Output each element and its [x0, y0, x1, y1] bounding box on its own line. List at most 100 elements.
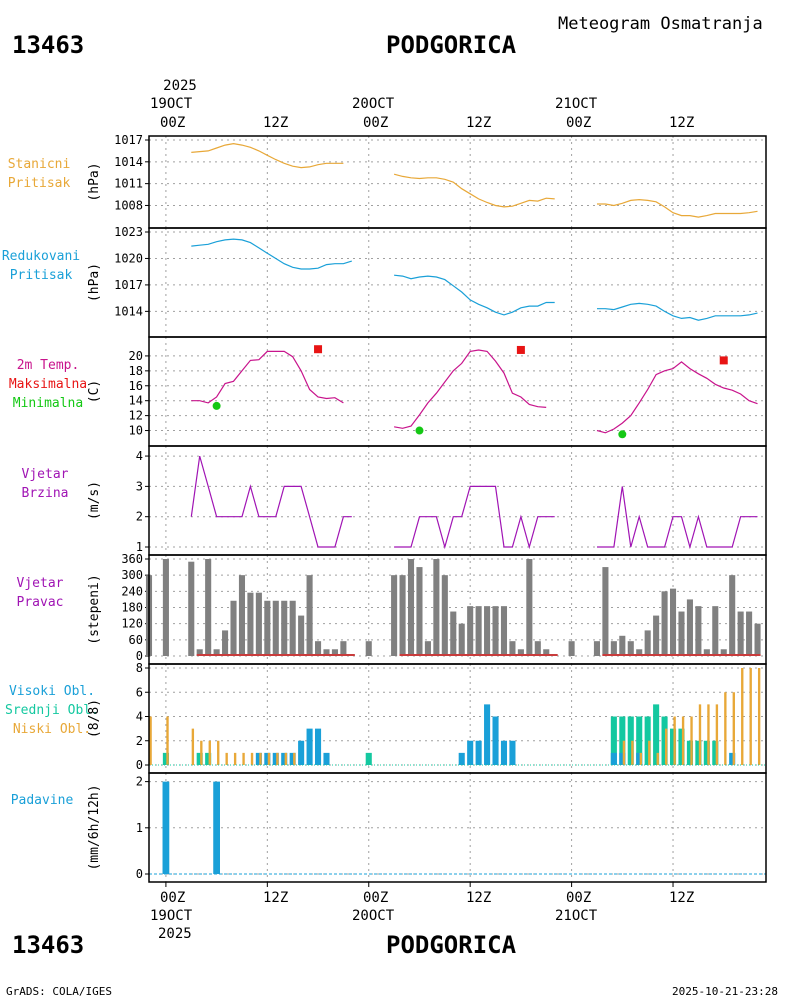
y-tick-label: 4 [136, 710, 143, 724]
low-cloud-bar [690, 716, 693, 765]
middle-cloud-bar [365, 752, 372, 765]
y-tick-label: 0 [136, 867, 143, 881]
bottom-hour-1: 12Z [263, 890, 289, 906]
low-cloud-bar [707, 704, 710, 765]
wind-direction-bar [543, 649, 550, 656]
top-hour-4: 00Z [566, 115, 592, 131]
wind-direction-bar [391, 575, 398, 656]
credit: GrADS: COLA/IGES [6, 985, 112, 998]
y-tick-label: 300 [121, 568, 143, 582]
y-tick-label: 8 [136, 661, 143, 675]
wind-direction-bar [484, 606, 491, 656]
wind-direction-bar [441, 575, 448, 656]
y-tick-label: 0 [136, 758, 143, 772]
high-cloud-bar [255, 752, 262, 765]
wind-direction-bar [500, 606, 508, 656]
low-cloud-bar [259, 752, 262, 765]
high-cloud-bar [458, 752, 465, 765]
middle-cloud-bar [712, 740, 719, 765]
low-cloud-bar [242, 752, 245, 765]
wind-direction-bar [365, 641, 372, 656]
wind-direction-bar [746, 611, 753, 656]
bottom-hour-0: 00Z [160, 890, 186, 906]
high-cloud-bar [484, 704, 491, 765]
low-cloud-bar [631, 740, 634, 765]
y-tick-label: 10 [129, 424, 143, 438]
high-cloud-bar [500, 740, 508, 765]
unit-label: (hPa) [87, 263, 102, 302]
high-cloud-bar [729, 752, 736, 765]
temperature-line [191, 350, 344, 404]
y-tick-label: 1 [136, 821, 143, 835]
wind-direction-bar [568, 641, 575, 656]
wind-direction-bar [331, 649, 338, 656]
wind-direction-bar [162, 559, 169, 656]
wind-direction-bar [196, 649, 203, 656]
low-cloud-bar [225, 752, 228, 765]
wind-direction-bar [644, 630, 651, 656]
low-cloud-bar [648, 740, 651, 765]
wind-direction-bar [509, 641, 516, 656]
middle-cloud-bar [695, 740, 702, 765]
y-tick-label: 16 [129, 379, 143, 393]
unit-label: (C) [87, 380, 102, 403]
wind-direction-bar [517, 649, 524, 656]
bottom-year-label: 2025 [158, 926, 192, 942]
bottom-hour-3: 12Z [466, 890, 492, 906]
y-tick-label: 20 [129, 349, 143, 363]
y-tick-label: 1017 [114, 133, 143, 147]
wind-direction-bar [619, 635, 626, 656]
low-cloud-bar [656, 752, 659, 765]
middle-cloud-bar [636, 716, 643, 765]
max-temp-marker [314, 345, 323, 354]
wind-direction-bar [526, 559, 533, 656]
middle-cloud-bar [627, 716, 634, 765]
middle-cloud-bar [703, 740, 710, 765]
top-hour-3: 12Z [466, 115, 492, 131]
top-date-21oct: 21OCT [555, 96, 598, 112]
wind-direction-bar [314, 641, 322, 656]
wind-direction-bar [281, 600, 288, 656]
y-tick-label: 2 [136, 734, 143, 748]
wind-direction-bar [289, 600, 296, 656]
high-cloud-bar [323, 752, 330, 765]
wind-direction-bar [602, 567, 609, 656]
label-station-pressure: Stanicni Pritisak [7, 157, 71, 191]
low-cloud-bar [639, 752, 643, 765]
wind-direction-bar [737, 611, 744, 656]
y-tick-label: 14 [129, 394, 143, 408]
precipitation-bar [162, 781, 170, 874]
low-cloud-bar [622, 740, 626, 765]
product-title: Meteogram Osmatranja [558, 14, 763, 34]
label-wind-speed: Vjetar Brzina [21, 467, 69, 501]
top-hour-1: 12Z [263, 115, 289, 131]
max-temp-marker [719, 356, 728, 365]
middle-cloud-bar [610, 716, 617, 765]
y-tick-label: 6 [136, 685, 143, 699]
reduced-pressure-line [394, 274, 555, 316]
high-cloud-bar [467, 740, 474, 765]
low-cloud-bar [284, 752, 288, 765]
low-cloud-bar [191, 728, 195, 765]
low-cloud-bar [724, 692, 727, 765]
unit-label: (mm/6h/12h) [87, 784, 102, 870]
wind-direction-bar [213, 649, 220, 656]
y-tick-label: 1023 [114, 225, 143, 239]
wind-speed-line [597, 486, 758, 550]
wind-direction-bar [729, 575, 736, 656]
station-id-bottom: 13463 [12, 931, 85, 959]
label-precipitation: Padavine [10, 793, 74, 808]
reduced-pressure-line [191, 238, 352, 270]
bottom-hour-5: 12Z [669, 890, 695, 906]
station-pressure-line [393, 173, 555, 208]
wind-direction-bar [450, 611, 457, 656]
temperature-line [596, 361, 758, 434]
wind-direction-bar [222, 630, 229, 656]
wind-direction-bar [712, 606, 719, 656]
wind-direction-bar [678, 611, 685, 656]
panel-reduced-pressure: 1014 1017 1020 1023 (hPa) [87, 225, 766, 337]
middle-cloud-bar [661, 716, 668, 765]
y-tick-label: 0 [136, 649, 143, 663]
unit-label: (m/s) [87, 481, 102, 520]
